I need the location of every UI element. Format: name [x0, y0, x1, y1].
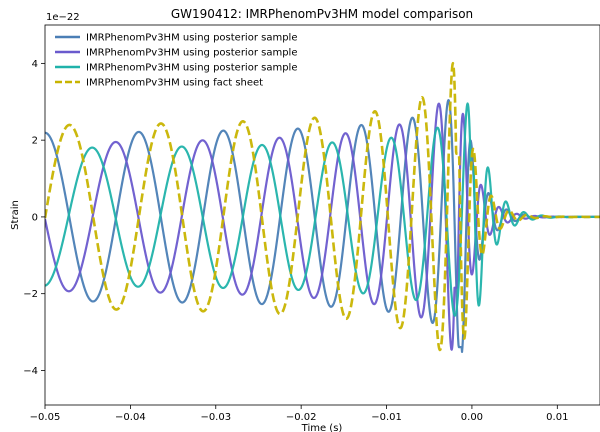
legend-label-1: IMRPhenomPv3HM using posterior sample	[86, 33, 297, 44]
legend-label-3: IMRPhenomPv3HM using posterior sample	[86, 63, 297, 74]
y-scale-label: 1e−22	[46, 12, 80, 23]
y-tick-label: 0	[32, 212, 38, 223]
x-tick-label: 0.01	[546, 412, 568, 423]
x-tick-label: −0.05	[30, 412, 61, 423]
plot-frame	[44, 24, 600, 406]
chart-title: GW190412: IMRPhenomPv3HM model compariso…	[171, 7, 473, 21]
x-tick-label: 0.00	[461, 412, 483, 423]
legend-label-2: IMRPhenomPv3HM using posterior sample	[86, 48, 297, 59]
legend: IMRPhenomPv3HM using posterior sample IMR…	[55, 33, 297, 89]
y-tick-label: 4	[32, 59, 38, 70]
y-tick-label: −4	[23, 366, 38, 377]
x-tick-label: −0.04	[115, 412, 146, 423]
x-tick-label: −0.01	[371, 412, 402, 423]
x-axis: −0.05 −0.04 −0.03 −0.02 −0.01 0.00 0.01	[30, 405, 568, 423]
y-axis: −4 −2 0 2 4	[23, 59, 45, 377]
y-tick-label: 2	[32, 136, 38, 147]
legend-label-4: IMRPhenomPv3HM using fact sheet	[86, 78, 263, 89]
y-axis-label: Strain	[10, 200, 21, 230]
x-tick-label: −0.02	[286, 412, 317, 423]
series-line-4	[45, 61, 600, 352]
series-layer	[45, 61, 600, 353]
x-axis-label: Time (s)	[301, 423, 343, 432]
y-tick-label: −2	[23, 289, 38, 300]
series-line-1	[45, 99, 600, 353]
series-line-3	[45, 102, 600, 317]
series-line-2	[45, 102, 600, 351]
x-tick-label: −0.03	[200, 412, 231, 423]
